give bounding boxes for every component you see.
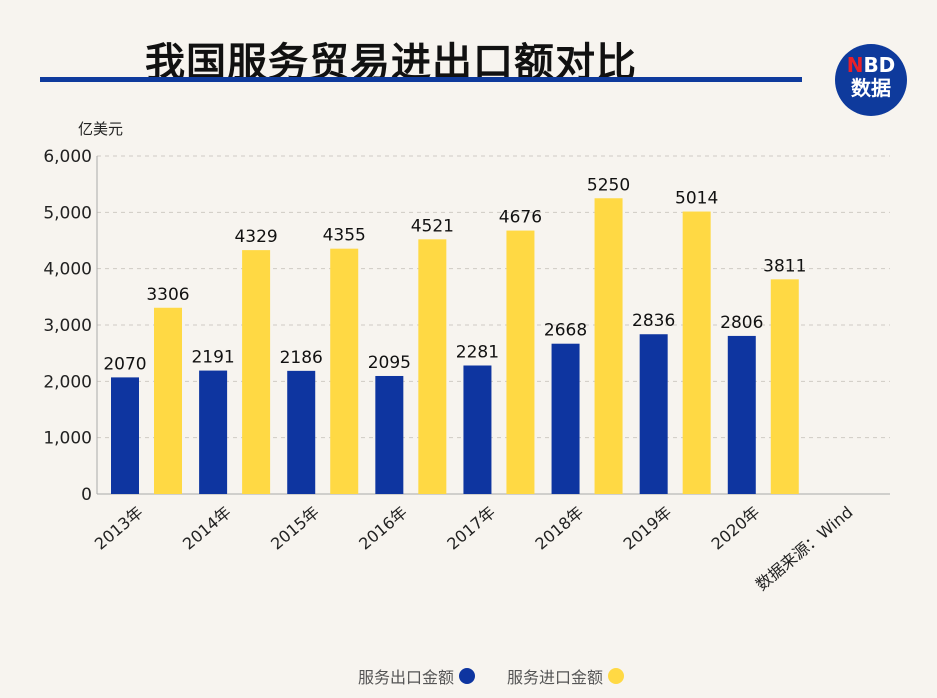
y-tick-label: 3,000	[43, 316, 92, 336]
bar-import	[242, 250, 271, 494]
y-tick-label: 4,000	[43, 260, 92, 280]
data-label: 2806	[720, 313, 763, 333]
bar-import	[154, 307, 182, 494]
data-label: 4329	[234, 227, 277, 247]
data-label: 2095	[368, 353, 411, 373]
title-underline	[40, 77, 802, 82]
bar-export	[287, 370, 316, 494]
bar-import	[330, 248, 359, 494]
y-tick-label: 1,000	[43, 429, 92, 449]
y-tick-label: 0	[81, 485, 92, 505]
bar-export	[463, 365, 492, 494]
data-label: 2281	[456, 343, 499, 363]
legend-swatch-export	[459, 668, 476, 684]
legend-label-export: 服务出口金额	[358, 668, 455, 687]
data-label: 4355	[323, 226, 366, 246]
data-label: 3811	[763, 256, 806, 276]
bar-export	[639, 334, 668, 494]
y-tick-label: 6,000	[43, 147, 92, 167]
bar-export	[727, 335, 756, 494]
bar-import	[594, 198, 623, 494]
legend-label-import: 服务进口金额	[507, 668, 604, 687]
legend: 服务出口金额 服务进口金额	[358, 664, 656, 688]
x-tick-label: 2016年	[355, 503, 411, 554]
data-label: 4676	[499, 208, 542, 228]
x-tick-label: 2020年	[708, 503, 764, 554]
bar-import	[506, 230, 535, 494]
y-tick-label: 2,000	[43, 372, 92, 392]
bar-import	[682, 211, 711, 494]
x-tick-label: 2018年	[531, 503, 587, 554]
data-label: 2186	[280, 348, 323, 368]
source-label: 数据来源：Wind	[752, 503, 856, 595]
legend-swatch-import	[608, 668, 625, 684]
data-label: 2668	[544, 321, 587, 341]
data-label: 3306	[146, 285, 189, 305]
bar-export	[111, 377, 139, 494]
nbd-logo: NBD 数据	[835, 44, 907, 116]
y-tick-label: 5,000	[43, 203, 92, 223]
bar-import	[770, 279, 799, 494]
x-tick-label: 2019年	[620, 503, 676, 554]
bar-export	[199, 370, 228, 494]
data-label: 2191	[191, 348, 234, 368]
bar-export	[375, 375, 404, 494]
bar-import	[418, 239, 447, 494]
data-label: 2070	[103, 354, 146, 374]
data-label: 4521	[411, 216, 454, 236]
data-label: 5014	[675, 189, 718, 209]
x-tick-label: 2015年	[267, 503, 323, 554]
bar-export	[551, 343, 580, 494]
x-tick-label: 2017年	[443, 503, 499, 554]
y-axis-unit-label: 亿美元	[78, 120, 124, 138]
data-label: 5250	[587, 175, 630, 195]
data-label: 2836	[632, 311, 675, 331]
x-tick-label: 2014年	[179, 503, 235, 554]
x-tick-label: 2013年	[91, 503, 147, 554]
